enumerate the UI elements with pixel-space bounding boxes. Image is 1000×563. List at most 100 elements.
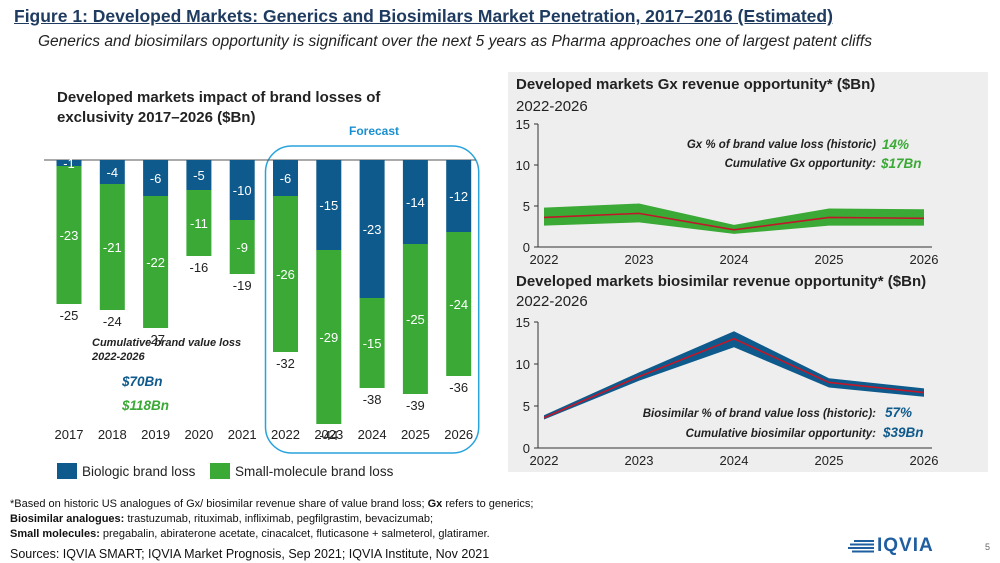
bar-label-small-molecule: -29 (319, 330, 338, 345)
bar-total-label: -38 (363, 392, 382, 407)
cumulative-biologic-value: $70Bn (122, 374, 163, 389)
uncertainty-band (544, 203, 924, 234)
x-tick-label: 2026 (910, 453, 939, 468)
iqvia-logo: IQVIA (848, 535, 934, 557)
bar-label-small-molecule: -15 (363, 336, 382, 351)
uncertainty-band (544, 331, 924, 420)
bar-biologic (99, 160, 125, 184)
legend-label-small-molecule: Small-molecule brand loss (235, 464, 394, 479)
gx-area-chart: 0 5 10 15 2022 2023 2024 2025 2026 (516, 117, 939, 267)
biosimilar-annotation-2-value: $39Bn (883, 425, 924, 440)
gx-annotation-1-label: Gx % of brand value loss (historic) (686, 139, 876, 151)
bar-category-label: 2018 (98, 427, 127, 442)
x-tick-label: 2022 (530, 252, 559, 267)
bar-category-label: 2019 (141, 427, 170, 442)
x-tick-label: 2025 (815, 453, 844, 468)
x-tick-label: 2023 (625, 252, 654, 267)
bar-biologic (446, 160, 472, 232)
bar-category-label: 2025 (401, 427, 430, 442)
page-number: 5 (985, 542, 991, 552)
left-chart-title: Developed markets impact of brand losses… (57, 89, 381, 126)
forecast-label: Forecast (349, 124, 400, 138)
bar-label-small-molecule: -21 (103, 240, 122, 255)
bar-biologic (402, 160, 428, 244)
biosimilar-annotation-1-value: 57% (885, 405, 913, 420)
forecast-highlight-box (264, 145, 480, 454)
bar-small-molecule (229, 220, 255, 274)
bar-small-molecule (99, 184, 125, 310)
gx-chart-title: Developed markets Gx revenue opportunity… (516, 76, 876, 93)
legend-swatch-biologic (57, 463, 77, 479)
bar-small-molecule (186, 190, 212, 256)
bar-category-label: 2021 (228, 427, 257, 442)
bar-total-label: -27 (146, 332, 165, 347)
y-tick-label: 5 (523, 399, 530, 414)
bar-biologic (229, 160, 255, 220)
x-tick-label: 2025 (815, 252, 844, 267)
legend-swatch-small-molecule (210, 463, 230, 479)
bar-label-biologic: -1 (63, 156, 75, 171)
bar-small-molecule (143, 196, 169, 328)
figure-subtitle: Generics and biosimilars opportunity is … (38, 33, 872, 50)
biosimilar-chart-title: Developed markets biosimilar revenue opp… (516, 273, 927, 290)
bar-small-molecule (359, 298, 385, 388)
biosimilar-chart-panel (508, 272, 988, 472)
bar-total-label: -16 (190, 260, 209, 275)
bar-label-small-molecule: -11 (190, 216, 208, 231)
bar-total-label: -44 (319, 428, 338, 443)
bar-label-biologic: -6 (150, 171, 162, 186)
bar-category-label: 2023 (314, 427, 343, 442)
bar-biologic (186, 160, 212, 190)
y-tick-label: 5 (523, 199, 530, 214)
bar-biologic (359, 160, 385, 298)
biosimilar-area-chart: 0 5 10 15 2022 2023 2024 2025 2026 (516, 315, 939, 468)
bar-total-label: -25 (60, 308, 79, 323)
y-tick-label: 0 (523, 240, 530, 255)
bar-label-small-molecule: -22 (146, 255, 165, 270)
y-tick-label: 10 (516, 158, 530, 173)
bar-label-small-molecule: -24 (449, 297, 468, 312)
central-estimate-line (543, 212, 925, 231)
bar-label-small-molecule: -26 (276, 267, 295, 282)
biosimilar-chart-subtitle: 2022-2026 (516, 293, 588, 310)
gx-chart-subtitle: 2022-2026 (516, 98, 588, 115)
legend-label-biologic: Biologic brand loss (82, 464, 196, 479)
bar-biologic (316, 160, 342, 250)
y-tick-label: 0 (523, 441, 530, 456)
gx-annotation-2-label: Cumulative Gx opportunity: (724, 158, 876, 170)
x-tick-label: 2024 (720, 453, 749, 468)
bar-label-biologic: -12 (449, 189, 468, 204)
cumulative-small-molecule-value: $118Bn (122, 398, 170, 413)
bar-biologic (273, 160, 298, 196)
biosimilar-annotation-1-label: Biosimilar % of brand value loss (histor… (642, 408, 876, 420)
gx-chart-panel (508, 72, 988, 272)
iqvia-logo-lines-icon (848, 540, 874, 553)
iqvia-logo-text: IQVIA (877, 535, 934, 556)
bar-category-label: 2026 (444, 427, 473, 442)
bar-small-molecule (446, 232, 472, 376)
bar-total-label: -39 (406, 398, 425, 413)
bar-label-biologic: -23 (363, 222, 382, 237)
bar-category-label: 2020 (184, 427, 213, 442)
bar-small-molecule (273, 196, 298, 352)
brand-loss-bar-chart: -1 -23 -25 2017 -4 -21 -24 2018 -6 -22 -27 2019 -5 -1… (44, 145, 480, 454)
bar-category-label: 2024 (358, 427, 387, 442)
y-tick-label: 15 (516, 315, 530, 330)
bar-label-biologic: -14 (406, 195, 425, 210)
bar-label-biologic: -10 (233, 183, 252, 198)
footnotes: *Based on historic US analogues of Gx/ b… (10, 497, 870, 542)
x-tick-label: 2022 (530, 453, 559, 468)
bar-total-label: -24 (103, 314, 122, 329)
bar-label-small-molecule: -9 (236, 240, 248, 255)
bar-label-biologic: -15 (319, 198, 338, 213)
biosimilar-annotation-2-label: Cumulative biosimilar opportunity: (685, 428, 876, 440)
bar-total-label: -36 (449, 380, 468, 395)
bar-biologic (56, 160, 82, 166)
bar-category-label: 2017 (55, 427, 84, 442)
y-tick-label: 10 (516, 357, 530, 372)
footnote-line-2: Biosimilar analogues: trastuzumab, ritux… (10, 513, 434, 525)
bar-label-biologic: -6 (280, 171, 292, 186)
bar-total-label: -32 (276, 356, 295, 371)
x-tick-label: 2026 (910, 252, 939, 267)
bar-small-molecule (316, 250, 342, 424)
